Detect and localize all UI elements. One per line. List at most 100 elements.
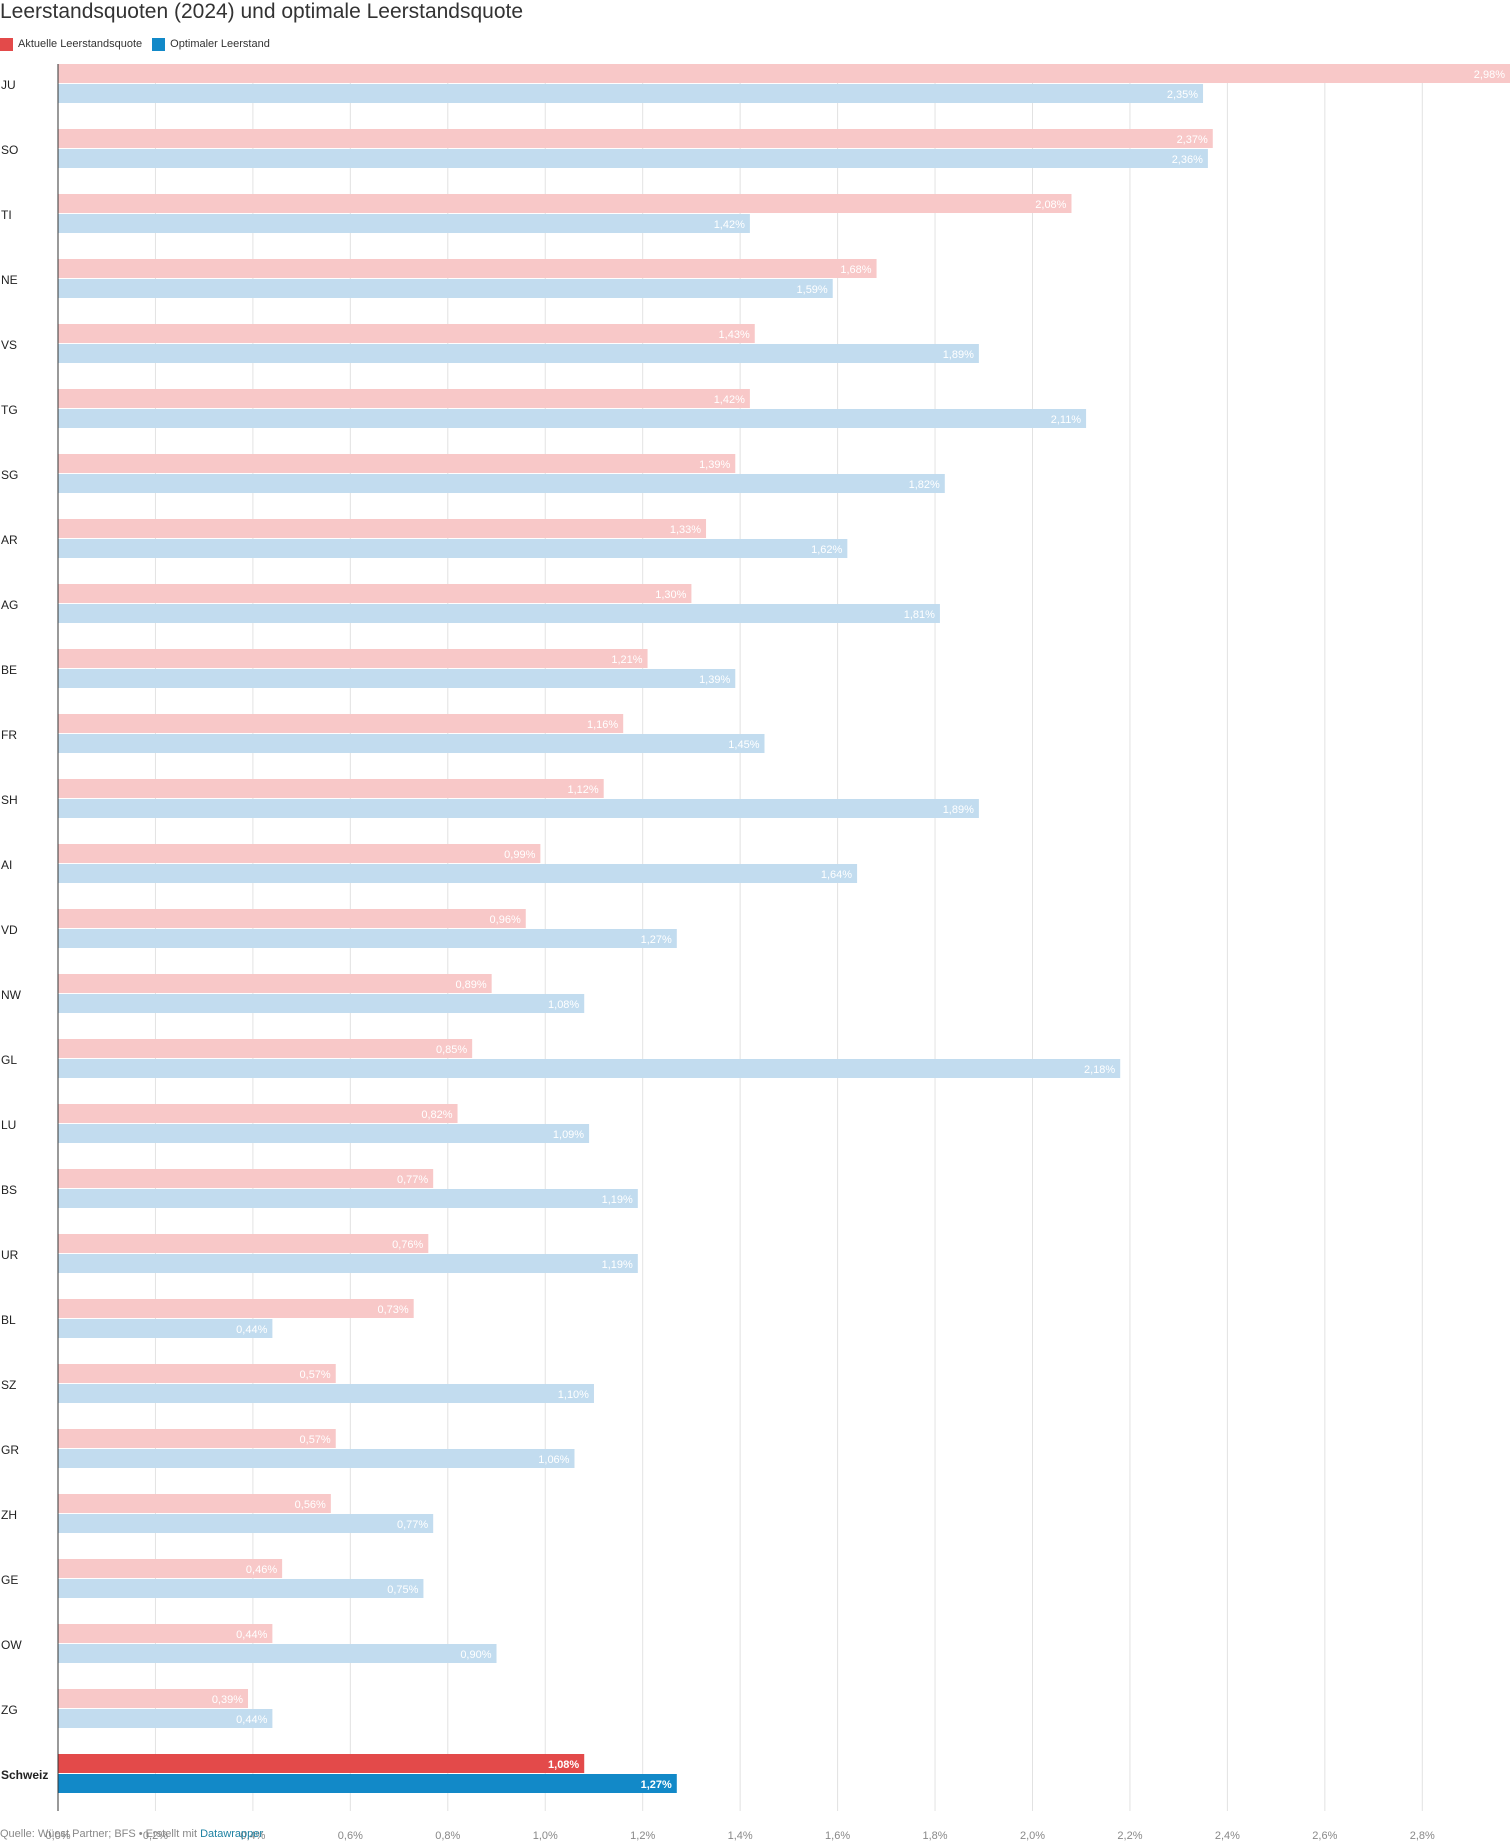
value-label: 1,43% xyxy=(719,329,750,341)
value-label: 1,30% xyxy=(655,589,686,601)
bar-current xyxy=(58,1104,458,1123)
value-label: 1,42% xyxy=(714,394,745,406)
bar-current xyxy=(58,1754,585,1773)
category-label: SH xyxy=(1,793,18,807)
value-label: 1,62% xyxy=(811,544,842,556)
value-label: 0,89% xyxy=(455,979,486,991)
bar-current xyxy=(58,1039,473,1058)
bar-optimal xyxy=(58,1319,273,1338)
value-label: 0,73% xyxy=(377,1304,408,1316)
category-label: ZH xyxy=(1,1508,17,1522)
x-tick-label: 0,4% xyxy=(240,1830,265,1842)
value-label: 2,35% xyxy=(1167,89,1198,101)
value-label: 0,82% xyxy=(421,1109,452,1121)
bar-optimal xyxy=(58,214,750,233)
bar-current xyxy=(58,389,750,408)
category-label: VS xyxy=(1,338,17,352)
bar-optimal xyxy=(58,1514,434,1533)
bar-current xyxy=(58,844,541,863)
category-label: AR xyxy=(1,533,18,547)
value-label: 1,89% xyxy=(943,804,974,816)
x-tick-label: 1,8% xyxy=(923,1830,948,1842)
category-label: VD xyxy=(1,923,18,937)
bar-optimal xyxy=(58,1124,590,1143)
bar-optimal xyxy=(58,1254,638,1273)
value-label: 1,09% xyxy=(553,1129,584,1141)
bar-current xyxy=(58,974,492,993)
value-label: 0,99% xyxy=(504,849,535,861)
value-label: 1,27% xyxy=(641,934,672,946)
bar-current xyxy=(58,1429,336,1448)
bar-current xyxy=(58,259,877,278)
category-label: NE xyxy=(1,273,18,287)
category-label: GL xyxy=(1,1053,17,1067)
bar-current xyxy=(58,909,526,928)
value-label: 0,75% xyxy=(387,1584,418,1596)
bar-current xyxy=(58,1689,249,1708)
bar-current xyxy=(58,1299,414,1318)
value-label: 1,82% xyxy=(909,479,940,491)
x-tick-label: 1,2% xyxy=(630,1830,655,1842)
bar-current xyxy=(58,584,692,603)
x-tick-label: 1,0% xyxy=(533,1830,558,1842)
category-label: UR xyxy=(1,1248,19,1262)
category-label: BE xyxy=(1,663,17,677)
bar-optimal xyxy=(58,279,833,298)
bar-optimal xyxy=(58,344,979,363)
bar-optimal xyxy=(58,1189,638,1208)
legend-label-optimal: Optimaler Leerstand xyxy=(170,38,270,50)
category-label: SZ xyxy=(1,1378,16,1392)
x-tick-label: 2,0% xyxy=(1020,1830,1045,1842)
value-label: 1,89% xyxy=(943,349,974,361)
bar-current xyxy=(58,1624,273,1643)
x-tick-label: 0,0% xyxy=(45,1830,70,1842)
value-label: 0,76% xyxy=(392,1239,423,1251)
value-label: 1,33% xyxy=(670,524,701,536)
category-label: FR xyxy=(1,728,17,742)
bar-current xyxy=(58,1169,434,1188)
bar-optimal xyxy=(58,734,765,753)
value-label: 2,37% xyxy=(1177,134,1208,146)
category-label: AG xyxy=(1,598,18,612)
bar-optimal xyxy=(58,1449,575,1468)
bar-optimal xyxy=(58,1579,424,1598)
category-label: ZG xyxy=(1,1703,18,1717)
category-label: Schweiz xyxy=(1,1768,48,1782)
value-label: 1,08% xyxy=(548,1759,579,1771)
bar-current xyxy=(58,454,736,473)
value-label: 2,98% xyxy=(1474,69,1505,81)
legend-swatch-current xyxy=(0,37,13,51)
category-label: BS xyxy=(1,1183,17,1197)
value-label: 1,81% xyxy=(904,609,935,621)
value-label: 1,19% xyxy=(602,1259,633,1271)
bar-current xyxy=(58,649,648,668)
bar-current xyxy=(58,194,1072,213)
legend-item-optimal: Optimaler Leerstand xyxy=(152,37,270,51)
bar-current xyxy=(58,779,604,798)
category-label: AI xyxy=(1,858,12,872)
x-tick-label: 0,8% xyxy=(435,1830,460,1842)
value-label: 1,59% xyxy=(797,284,828,296)
bar-current xyxy=(58,1234,429,1253)
value-label: 1,27% xyxy=(641,1779,672,1791)
value-label: 2,36% xyxy=(1172,154,1203,166)
value-label: 0,77% xyxy=(397,1519,428,1531)
value-label: 2,18% xyxy=(1084,1064,1115,1076)
category-label: OW xyxy=(1,1638,22,1652)
value-label: 0,46% xyxy=(246,1564,277,1576)
bar-current xyxy=(58,324,755,343)
value-label: 0,57% xyxy=(300,1369,331,1381)
bar-current xyxy=(58,714,624,733)
datawrapper-link[interactable]: Datawrapper xyxy=(200,1828,264,1840)
legend-item-current: Aktuelle Leerstandsquote xyxy=(0,37,142,51)
bar-optimal xyxy=(58,409,1087,428)
value-label: 1,42% xyxy=(714,219,745,231)
chart-title: Leerstandsquoten (2024) und optimale Lee… xyxy=(0,0,524,23)
bar-current xyxy=(58,1494,331,1513)
bar-optimal xyxy=(58,1059,1121,1078)
bar-optimal xyxy=(58,604,940,623)
value-label: 1,68% xyxy=(840,264,871,276)
bar-optimal xyxy=(58,1644,497,1663)
value-label: 1,06% xyxy=(538,1454,569,1466)
bar-optimal xyxy=(58,149,1208,168)
